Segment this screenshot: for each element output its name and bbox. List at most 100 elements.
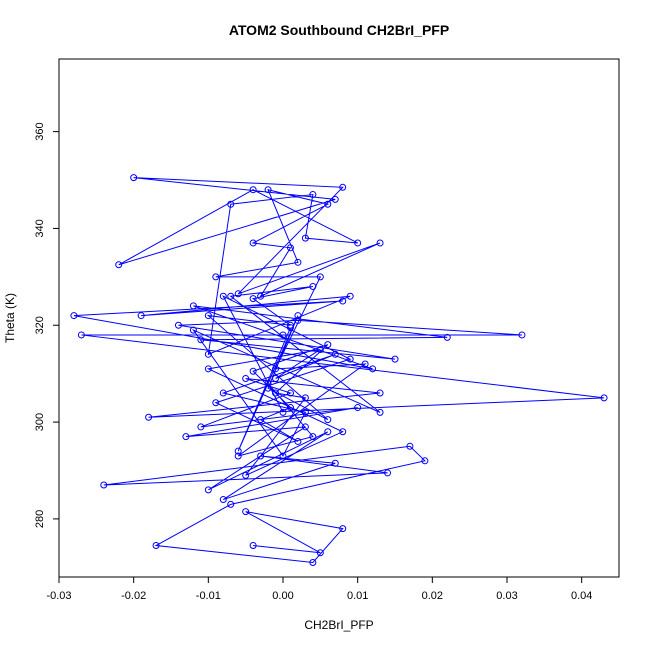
data-point xyxy=(130,174,138,182)
data-point xyxy=(227,500,235,508)
data-point xyxy=(189,302,197,310)
data-point xyxy=(174,321,182,329)
data-point xyxy=(286,404,294,412)
x-tick-label: -0.02 xyxy=(121,590,146,602)
data-point xyxy=(77,331,85,339)
data-point xyxy=(197,336,205,344)
data-point xyxy=(331,195,339,203)
data-point xyxy=(219,292,227,300)
data-point xyxy=(324,341,332,349)
data-point xyxy=(100,481,108,489)
data-point xyxy=(70,312,78,320)
data-point xyxy=(346,355,354,363)
data-point xyxy=(227,292,235,300)
data-point xyxy=(600,394,608,402)
data-point xyxy=(286,389,294,397)
y-axis-label: Theta (K) xyxy=(3,293,17,343)
data-point xyxy=(272,375,280,383)
data-point xyxy=(316,549,324,557)
data-point xyxy=(309,283,317,291)
data-point xyxy=(242,375,250,383)
data-point xyxy=(376,239,384,247)
y-tick-label: 360 xyxy=(34,122,46,140)
data-point xyxy=(346,292,354,300)
data-point xyxy=(309,433,317,441)
x-tick-label: 0.00 xyxy=(272,590,293,602)
data-point xyxy=(309,191,317,199)
y-tick-label: 280 xyxy=(34,510,46,528)
series-line xyxy=(73,177,605,564)
x-tick-label: 0.04 xyxy=(571,590,592,602)
data-point xyxy=(204,312,212,320)
y-tick-label: 300 xyxy=(34,413,46,431)
data-point xyxy=(264,186,272,194)
series-points xyxy=(70,174,608,566)
x-axis-label: CH2BrI_PFP xyxy=(304,618,373,632)
data-point xyxy=(249,186,257,194)
data-point xyxy=(249,239,257,247)
data-point xyxy=(309,558,317,566)
data-point xyxy=(294,316,302,324)
data-point xyxy=(331,459,339,467)
data-point xyxy=(212,273,220,281)
data-point xyxy=(227,200,235,208)
data-point xyxy=(406,442,414,450)
y-axis: 280 300 320 340 360 xyxy=(34,122,60,528)
x-tick-label: 0.03 xyxy=(496,590,517,602)
data-point xyxy=(257,292,265,300)
data-point xyxy=(219,496,227,504)
chart-title: ATOM2 Southbound CH2BrI_PFP xyxy=(229,22,449,38)
data-point xyxy=(316,273,324,281)
data-point xyxy=(234,452,242,460)
data-point xyxy=(316,345,324,353)
data-point xyxy=(391,355,399,363)
data-point xyxy=(324,416,332,424)
data-point xyxy=(189,326,197,334)
data-point xyxy=(324,200,332,208)
data-point xyxy=(294,437,302,445)
data-point xyxy=(249,295,257,303)
y-tick-label: 340 xyxy=(34,219,46,237)
data-point xyxy=(242,471,250,479)
data-point xyxy=(137,312,145,320)
data-point xyxy=(234,447,242,455)
data-point xyxy=(257,452,265,460)
data-point xyxy=(331,350,339,358)
x-axis: -0.03 -0.02 -0.01 0.00 0.01 0.02 0.03 0.04 xyxy=(46,576,592,602)
data-point xyxy=(204,350,212,358)
data-point xyxy=(286,324,294,332)
data-point xyxy=(301,408,309,416)
data-point xyxy=(264,379,272,387)
data-point xyxy=(384,469,392,477)
data-point xyxy=(286,321,294,329)
data-point xyxy=(204,365,212,373)
data-point xyxy=(518,331,526,339)
data-point xyxy=(354,239,362,247)
data-point xyxy=(152,542,160,550)
data-point xyxy=(301,234,309,242)
data-point xyxy=(145,413,153,421)
data-point xyxy=(294,312,302,320)
data-point xyxy=(279,331,287,339)
data-point xyxy=(339,428,347,436)
data-point xyxy=(115,261,123,269)
data-point xyxy=(249,542,257,550)
data-point xyxy=(324,428,332,436)
data-point xyxy=(219,389,227,397)
x-tick-label: -0.01 xyxy=(196,590,221,602)
data-point xyxy=(376,408,384,416)
series-lines xyxy=(73,177,605,564)
data-point xyxy=(204,486,212,494)
data-point xyxy=(301,423,309,431)
data-point xyxy=(257,416,265,424)
data-point xyxy=(443,333,451,341)
data-point xyxy=(376,389,384,397)
x-tick-label: -0.03 xyxy=(46,590,71,602)
data-point xyxy=(249,367,257,375)
data-point xyxy=(279,408,287,416)
data-point xyxy=(301,394,309,402)
data-point xyxy=(242,508,250,516)
data-point xyxy=(421,457,429,465)
data-point xyxy=(354,404,362,412)
